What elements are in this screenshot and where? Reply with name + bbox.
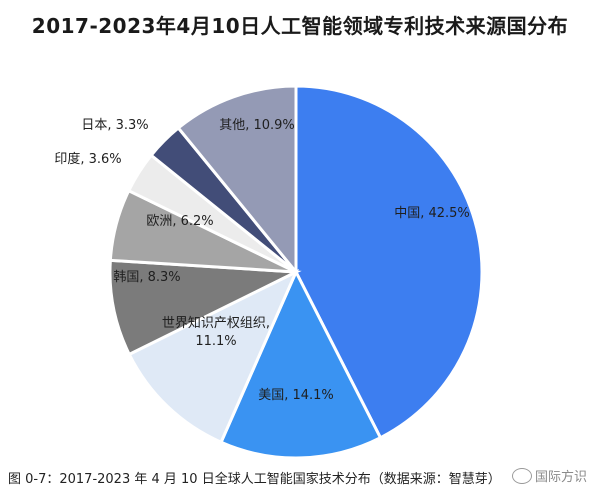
- watermark-text: 国际方识: [535, 470, 588, 485]
- slice-label-3: 韩国, 8.3%: [113, 270, 180, 285]
- pie-labels: 中国, 42.5% 美国, 14.1% 世界知识产权组织, 11.1% 韩国, 8.3%…: [54, 118, 469, 403]
- pie-slices: [108, 84, 484, 460]
- slice-label-4: 欧洲, 6.2%: [146, 214, 213, 229]
- slice-label-5: 印度, 3.6%: [54, 151, 121, 167]
- wechat-icon: [512, 467, 532, 484]
- slice-label-7: 其他, 10.9%: [219, 118, 295, 133]
- pie-slice-2: [127, 268, 300, 445]
- slice-label-2: 世界知识产权组织,: [162, 315, 270, 331]
- watermark: 国际方识: [512, 466, 587, 485]
- slice-label-2-line2: 11.1%: [195, 334, 236, 349]
- chart-title: 2017-2023年4月10日人工智能领域专利技术来源国分布: [31, 14, 569, 38]
- pie-slice-3: [108, 258, 302, 357]
- pie-slice-7: [176, 84, 298, 277]
- pie-slice-1: [219, 268, 383, 460]
- slice-label-0: 中国, 42.5%: [394, 206, 470, 221]
- figure-caption: 图 0-7：2017-2023 年 4 月 10 日全球人工智能国家技术分布（数…: [8, 472, 501, 487]
- slice-label-6: 日本, 3.3%: [81, 118, 148, 133]
- pie-slice-0: [294, 84, 484, 440]
- slice-label-1: 美国, 14.1%: [258, 388, 334, 403]
- pie-chart: 中国, 42.5% 美国, 14.1% 世界知识产权组织, 11.1% 韩国, 8.3%…: [54, 84, 484, 460]
